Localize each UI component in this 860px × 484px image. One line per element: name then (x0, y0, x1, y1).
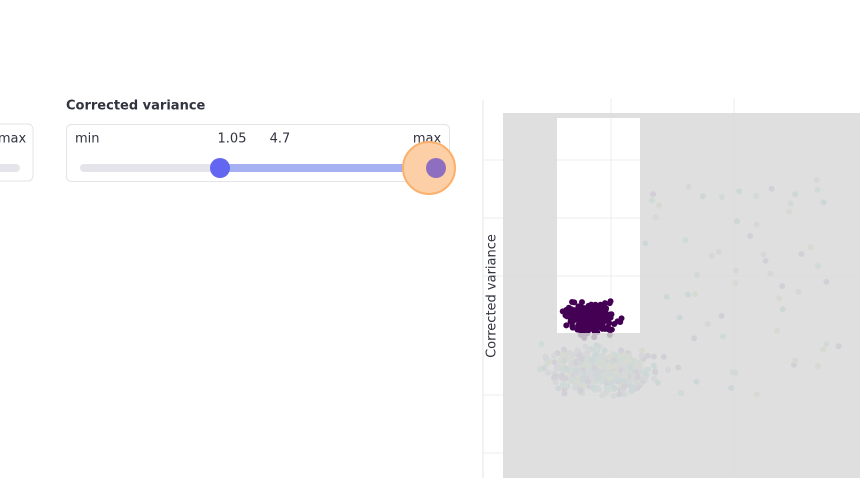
point (602, 316, 609, 323)
scatter-plot: Corrected variance (482, 98, 860, 478)
point (606, 300, 613, 307)
point (567, 317, 574, 324)
point (601, 325, 608, 332)
min-label: min (75, 132, 100, 147)
point (594, 312, 601, 319)
point (618, 315, 625, 322)
max-label: max (0, 132, 26, 147)
selection-mask (503, 113, 860, 478)
point (569, 310, 576, 317)
high-handle[interactable] (426, 158, 446, 178)
point (579, 308, 586, 315)
point (608, 326, 615, 333)
point (593, 303, 600, 310)
low-handle[interactable] (210, 158, 230, 178)
y-axis-label: Corrected variance (485, 234, 500, 358)
point (574, 306, 581, 313)
point (563, 322, 570, 329)
low-value: 1.05 (218, 132, 247, 147)
point (571, 299, 578, 306)
slider-track (0, 164, 20, 172)
high-value: 4.7 (270, 132, 291, 147)
point (597, 320, 604, 327)
point (601, 300, 608, 307)
slider-range (220, 164, 436, 172)
point (563, 313, 570, 320)
point (607, 314, 614, 321)
point (573, 315, 580, 322)
slider-card (66, 124, 450, 182)
point (568, 306, 575, 313)
point (590, 316, 597, 323)
point (579, 320, 586, 327)
point (569, 323, 576, 330)
slider-title: Corrected variance (66, 99, 206, 114)
point (578, 299, 585, 306)
point (577, 327, 584, 334)
